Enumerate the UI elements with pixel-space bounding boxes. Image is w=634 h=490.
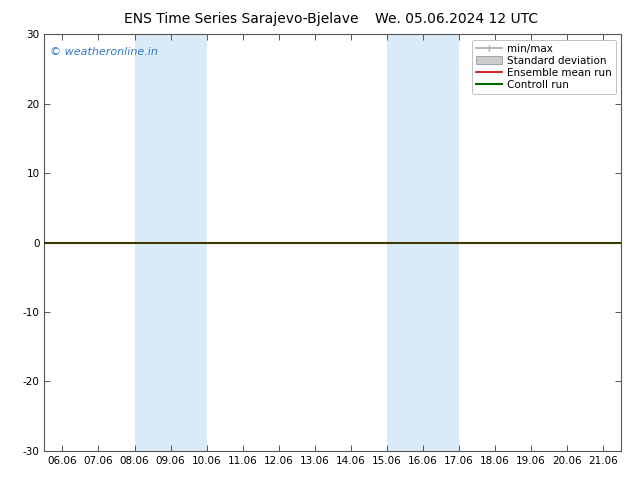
Text: We. 05.06.2024 12 UTC: We. 05.06.2024 12 UTC [375, 12, 538, 26]
Legend: min/max, Standard deviation, Ensemble mean run, Controll run: min/max, Standard deviation, Ensemble me… [472, 40, 616, 94]
Text: ENS Time Series Sarajevo-Bjelave: ENS Time Series Sarajevo-Bjelave [124, 12, 358, 26]
Text: © weatheronline.in: © weatheronline.in [50, 47, 158, 57]
Bar [387, 34, 459, 451]
Bar [134, 34, 207, 451]
